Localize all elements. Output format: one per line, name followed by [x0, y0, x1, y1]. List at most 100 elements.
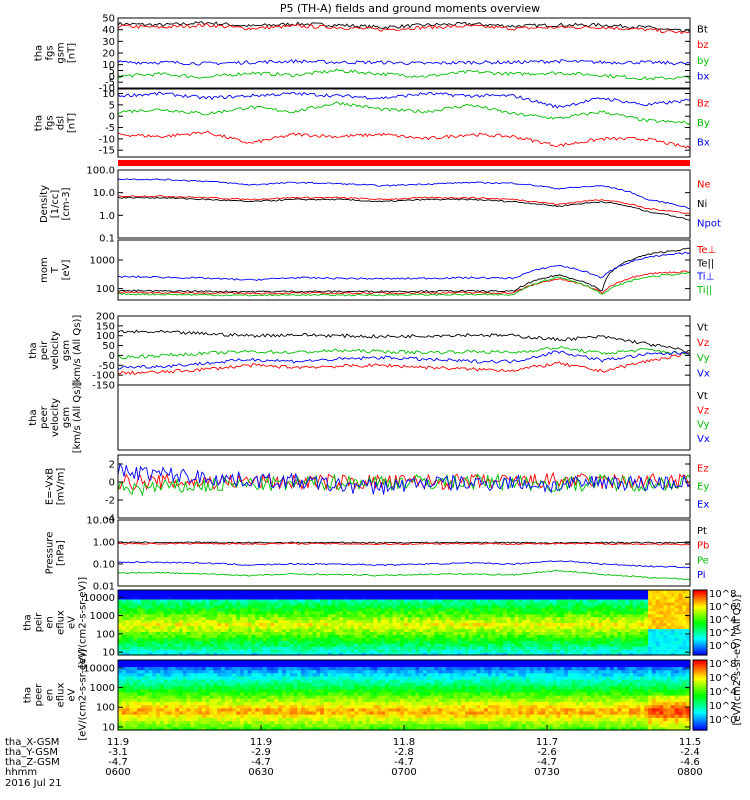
spectrogram-cell [297, 714, 302, 718]
spectrogram-cell [209, 688, 214, 693]
spectrogram-cell [255, 691, 260, 696]
y-axis-label: [1/cc] [50, 190, 61, 219]
spectrogram-cell [144, 726, 150, 731]
spectrogram-cell [354, 601, 359, 606]
spectrogram-cell [289, 625, 294, 630]
spectrogram-cell [438, 613, 443, 618]
spectrogram-cell [526, 595, 531, 600]
spectrogram-cell [274, 660, 279, 664]
spectrogram-cell [182, 637, 188, 641]
spectrogram-cell [400, 619, 405, 624]
spectrogram-cell [541, 610, 546, 615]
spectrogram-cell [381, 601, 386, 606]
spectrogram-cell [384, 649, 390, 653]
spectrogram-cell [209, 598, 214, 603]
spectrogram-cell [335, 685, 340, 690]
spectrogram-cell [152, 637, 157, 641]
spectrogram-cell [590, 613, 596, 618]
spectrogram-cell [434, 604, 439, 609]
spectrogram-cell [316, 685, 321, 690]
spectrogram-cell [346, 695, 352, 699]
spectrogram-cell [240, 643, 245, 647]
spectrogram-cell [377, 595, 382, 600]
spectrogram-cell [182, 717, 188, 722]
spectrogram-cell [297, 637, 302, 641]
spectrogram-cell [285, 590, 291, 594]
spectrogram-cell [194, 710, 199, 715]
spectrogram-cell [152, 652, 157, 656]
spectrogram-cell [453, 610, 458, 615]
spectrogram-cell [118, 726, 123, 731]
spectrogram-cell [343, 707, 348, 712]
spectrogram-cell [152, 726, 157, 731]
legend-entry: By [697, 118, 710, 129]
spectrogram-cell [304, 698, 310, 702]
spectrogram-cell [587, 595, 592, 600]
spectrogram-cell [503, 649, 508, 653]
spectrogram-cell [533, 622, 539, 627]
spectrogram-cell [461, 628, 466, 632]
spectrogram-cell [350, 691, 355, 696]
spectrogram-cell [125, 675, 130, 680]
spectrogram-cell [644, 607, 649, 612]
spectrogram-cell [156, 723, 161, 728]
spectrogram-cell [343, 726, 348, 731]
spectrogram-cell [476, 601, 481, 606]
spectrogram-cell [198, 595, 203, 600]
spectrogram-cell [282, 607, 287, 612]
spectrogram-cell [312, 652, 317, 656]
spectrogram-cell [182, 704, 188, 709]
spectrogram-cell [602, 595, 607, 600]
spectrogram-cell [144, 672, 150, 677]
spectrogram-cell [365, 607, 371, 612]
spectrogram-cell [609, 643, 615, 647]
spectrogram-cell [171, 695, 176, 699]
spectrogram-cell [507, 640, 512, 644]
spectrogram-cell [167, 720, 172, 725]
spectrogram-cell [503, 610, 508, 615]
spectrogram-cell [159, 613, 165, 618]
spectrogram-cell [129, 695, 134, 699]
spectrogram-cell [484, 652, 489, 656]
spectrogram-cell [308, 652, 314, 656]
spectrogram-cell [373, 625, 378, 630]
spectrogram-cell [289, 682, 294, 687]
spectrogram-cell [144, 707, 150, 712]
spectrogram-cell [201, 714, 207, 718]
spectrogram-cell [548, 637, 554, 641]
spectrogram-cell [491, 631, 497, 635]
y-axis-label: [km/s (All Qs)] [72, 382, 83, 454]
spectrogram-cell [526, 610, 531, 615]
spectrogram-cell [617, 590, 622, 594]
spectrogram-cell [232, 672, 237, 677]
spectrogram-cell [388, 631, 394, 635]
spectrogram-cell [499, 628, 504, 632]
spectrogram-cell [491, 598, 497, 603]
spectrogram-cell [346, 720, 352, 725]
spectrogram-cell [240, 698, 245, 702]
spectrogram-cell [209, 672, 214, 677]
spectrogram-cell [560, 598, 565, 603]
spectrogram-cell [129, 628, 134, 632]
spectrogram-cell [480, 622, 485, 627]
spectrogram-cell [243, 610, 249, 615]
panel-peer_velocity: tha peer velocity gsm [km/s (All Qs)] VtVzVyV… [28, 382, 710, 454]
spectrogram-cell [247, 628, 253, 632]
y-tick-label: 1000 [90, 611, 115, 622]
spectrogram-cell [571, 598, 577, 603]
spectrogram-cell [209, 601, 214, 606]
spectrogram-cell [346, 672, 352, 677]
spectrogram-cell [407, 598, 413, 603]
spectrogram-cell [278, 726, 283, 731]
spectrogram-cell [240, 628, 245, 632]
spectrogram-cell [182, 616, 188, 621]
spectrogram-cell [327, 643, 333, 647]
series-line-Te-3 [117, 247, 691, 294]
spectrogram-cell [354, 610, 359, 615]
spectrogram-cell [198, 607, 203, 612]
spectrogram-cell [533, 604, 539, 609]
spectrogram-cell [377, 593, 382, 597]
spectrogram-cell [118, 598, 123, 603]
spectrogram-cell [190, 625, 195, 630]
spectrogram-cell [274, 601, 279, 606]
